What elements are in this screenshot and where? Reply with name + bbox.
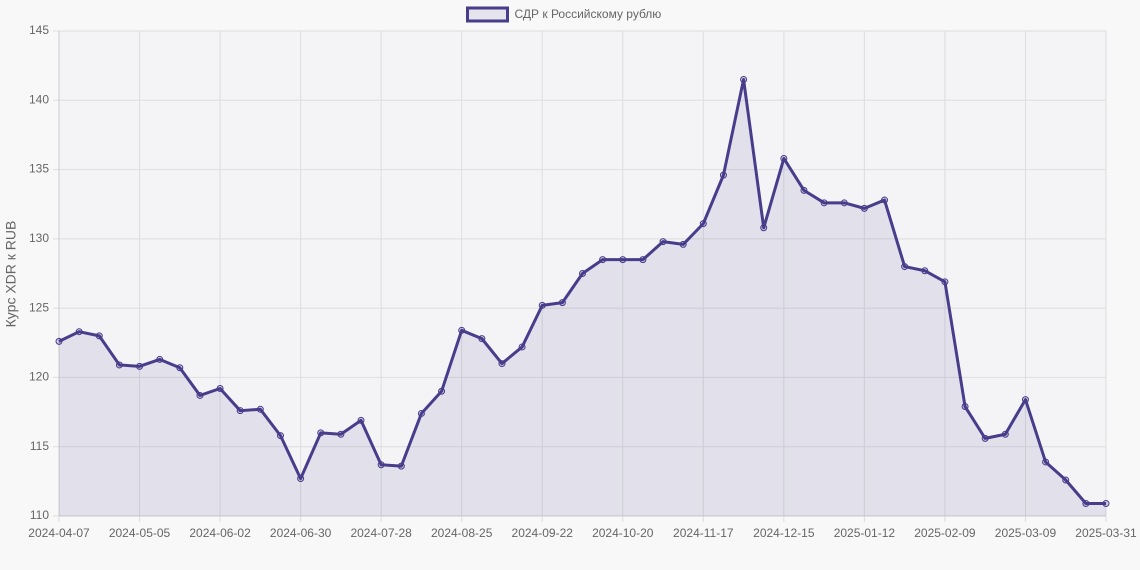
- point: [840, 199, 848, 207]
- point: [1102, 500, 1110, 508]
- x-tick-label: 2024-06-02: [189, 526, 251, 540]
- x-tick-label: 2025-01-12: [834, 526, 896, 540]
- point: [1042, 458, 1050, 466]
- legend-label: СДР к Российскому рублю: [515, 7, 662, 21]
- point: [1082, 500, 1090, 508]
- point: [75, 328, 83, 336]
- point: [236, 407, 244, 415]
- x-tick-label: 2025-03-09: [995, 526, 1057, 540]
- point: [357, 416, 365, 424]
- y-tick-label: 135: [29, 162, 49, 176]
- point: [1021, 396, 1029, 404]
- point: [115, 361, 123, 369]
- point: [679, 240, 687, 248]
- y-tick-label: 145: [29, 23, 49, 37]
- y-tick-label: 120: [29, 370, 49, 384]
- point: [317, 429, 325, 437]
- x-tick-label: 2024-04-07: [28, 526, 90, 540]
- point: [699, 220, 707, 228]
- point: [780, 154, 788, 162]
- y-tick-label: 130: [29, 231, 49, 245]
- point: [941, 278, 949, 286]
- line: [58, 78, 1106, 506]
- point: [740, 76, 748, 83]
- x-tick-label: 2024-10-20: [592, 526, 654, 540]
- point: [1001, 430, 1009, 438]
- x-tick-label: 2024-08-25: [431, 526, 493, 540]
- point: [55, 337, 63, 345]
- point: [820, 199, 828, 207]
- point: [438, 387, 446, 395]
- point: [518, 343, 526, 351]
- x-tick-label: 2025-03-31: [1075, 526, 1137, 540]
- point: [800, 186, 808, 194]
- point: [498, 360, 506, 368]
- y-tick-label: 110: [30, 508, 49, 522]
- legend-swatch: [466, 6, 509, 23]
- y-axis-label: Курс XDR к RUB: [3, 221, 19, 328]
- point: [1062, 476, 1070, 484]
- point: [901, 263, 909, 271]
- x-tick-label: 2024-12-15: [753, 526, 815, 540]
- point: [276, 432, 284, 440]
- y-tick-label: 140: [29, 92, 49, 106]
- point: [981, 434, 989, 442]
- point: [256, 405, 264, 413]
- point: [719, 171, 727, 179]
- x-tick-label: 2025-02-09: [914, 526, 976, 540]
- point: [95, 332, 103, 340]
- area: [59, 79, 1106, 516]
- point: [216, 385, 224, 393]
- point: [297, 475, 305, 483]
- point: [156, 355, 164, 363]
- point: [337, 430, 345, 438]
- point: [860, 204, 868, 212]
- point: [961, 403, 969, 411]
- point: [478, 335, 486, 343]
- point: [558, 299, 566, 307]
- point: [417, 409, 425, 417]
- point: [639, 256, 647, 264]
- point: [599, 256, 607, 264]
- point: [196, 391, 204, 399]
- point: [881, 196, 889, 204]
- point: [458, 326, 466, 334]
- point: [538, 301, 546, 309]
- point: [136, 362, 144, 370]
- point: [377, 461, 385, 469]
- point: [397, 462, 405, 470]
- x-tick-label: 2024-05-05: [109, 526, 171, 540]
- point: [579, 270, 586, 277]
- point: [659, 238, 667, 246]
- x-tick-label: 2024-07-28: [350, 526, 412, 540]
- x-tick-label: 2024-06-30: [270, 526, 332, 540]
- point: [921, 267, 929, 275]
- point: [619, 256, 627, 264]
- y-tick-label: 125: [29, 300, 49, 314]
- x-tick-label: 2024-11-17: [673, 526, 734, 540]
- point: [760, 224, 768, 232]
- x-tick-label: 2024-09-22: [512, 526, 574, 540]
- y-tick-label: 115: [30, 439, 49, 453]
- point: [176, 364, 184, 372]
